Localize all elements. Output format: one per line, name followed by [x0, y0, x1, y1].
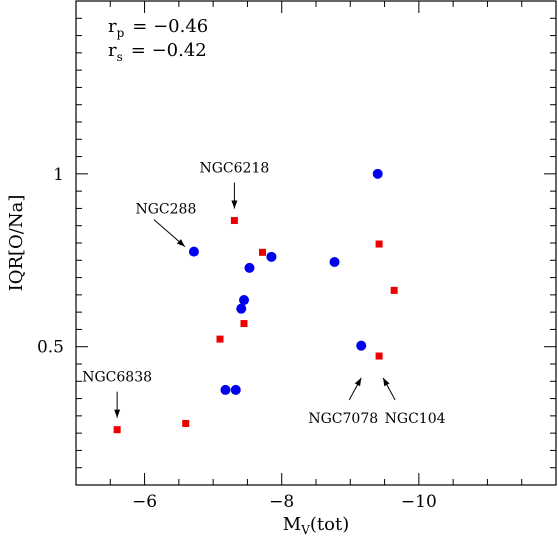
- data-point-circle: [230, 384, 241, 395]
- data-point-square: [259, 248, 267, 256]
- arrowhead: [176, 239, 185, 247]
- annotations: NGC6218 NGC288 NGC6838 NGC7078 NGC104: [82, 161, 445, 427]
- data-point-square: [182, 419, 190, 427]
- annotation-label: NGC6218: [200, 161, 270, 177]
- arrowhead: [114, 409, 121, 418]
- data-point-square: [240, 320, 248, 328]
- data-point-square: [375, 352, 383, 360]
- data-point-circle: [372, 168, 383, 179]
- stat-spearman: rs = −0.42: [108, 40, 207, 64]
- data-point-circle: [220, 384, 231, 395]
- y-axis-label: IQR[O/Na]: [6, 195, 27, 292]
- stat-pearson: rp = −0.46: [108, 16, 208, 40]
- data-point-circle: [356, 340, 367, 351]
- data-point-circle: [236, 303, 247, 314]
- annotation-label: NGC288: [136, 202, 197, 218]
- x-axis-label: MV(tot): [283, 514, 349, 537]
- data-point-circle: [188, 246, 199, 257]
- data-point-square: [375, 240, 383, 248]
- data-point-square: [390, 286, 398, 294]
- data-points: [113, 168, 398, 434]
- data-point-square: [216, 335, 224, 343]
- data-point-square: [230, 217, 238, 225]
- arrowhead: [383, 377, 390, 387]
- data-point-circle: [244, 262, 255, 273]
- annotation-label: NGC6838: [82, 370, 152, 386]
- tick-labels: −6 −8 −10 0.5 1: [37, 165, 437, 512]
- x-tick-label: −8: [269, 492, 294, 512]
- data-point-circle: [266, 251, 277, 262]
- arrowhead: [231, 200, 238, 209]
- y-tick-label: 0.5: [37, 338, 64, 358]
- axis-ticks: [75, 0, 557, 486]
- data-point-circle: [239, 295, 249, 306]
- x-tick-label: −10: [401, 492, 437, 512]
- annotation-label: NGC104: [385, 411, 446, 427]
- data-point-square: [113, 426, 121, 434]
- x-tick-label: −6: [132, 492, 157, 512]
- data-point-circle: [329, 257, 340, 268]
- y-tick-label: 1: [53, 165, 64, 185]
- annotation-label: NGC7078: [308, 411, 378, 427]
- arrowhead: [354, 377, 362, 387]
